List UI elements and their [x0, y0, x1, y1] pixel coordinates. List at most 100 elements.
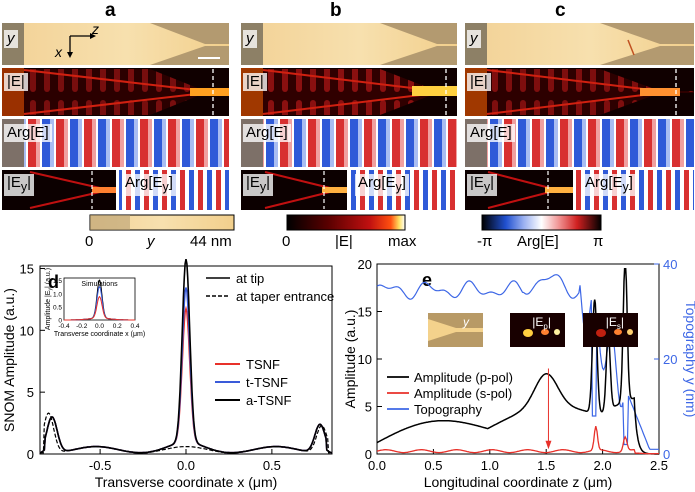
label-absEy-b: |Ey|: [243, 174, 274, 196]
x-tick-label-e: 1.5: [537, 458, 555, 473]
inset-y-tick-d: 1.5: [53, 278, 62, 285]
inset-series-d: [64, 295, 135, 321]
inset-x-tick-d: 0.4: [130, 323, 139, 330]
colorbar-phase: [481, 214, 602, 231]
panel-label-b: b: [330, 0, 342, 21]
label-absEy-a: |Ey|: [4, 174, 35, 196]
y-axis-title-d: SNOM Amplitude (a.u.): [1, 288, 17, 432]
series-line-topography: [376, 274, 659, 450]
y-tick-label-d: 10: [20, 323, 34, 338]
inset-label-e: |Es|: [606, 315, 624, 331]
legend-text-Amplitude (s-pol): Amplitude (s-pol): [414, 386, 512, 401]
x-tick-label-d: 0.0: [177, 458, 195, 473]
y2-tick-label-e: 0: [663, 447, 670, 462]
inset-x-tick-d: -0.2: [76, 323, 88, 330]
inset-spot-e: [596, 329, 606, 337]
x-tick-label-d: 0.5: [263, 458, 281, 473]
panel-label-a: a: [105, 0, 116, 21]
cb-phase-min: -π: [477, 233, 493, 250]
series-line-entrance: [40, 412, 332, 454]
cb-field-max: max: [388, 233, 417, 250]
inset-x-tick-d: 0.2: [113, 323, 122, 330]
y2-axis-title-e: Topography y (nm): [683, 301, 695, 418]
y-tick-label-e: 15: [358, 305, 372, 320]
cb-topo-min: 0: [85, 233, 94, 250]
x-tick-label-e: 1.0: [481, 458, 499, 473]
y-tick-label-e: 5: [365, 400, 372, 415]
inset-spot-e: [614, 329, 622, 335]
y-tick-label-e: 20: [358, 258, 372, 272]
inset-taper-e: [428, 319, 483, 341]
inset-ylabel-d: Amplitude |Ey| (a.u.): [45, 268, 54, 330]
column-b: [241, 23, 457, 210]
arrow-head-e: [545, 440, 552, 450]
legend-text-tip: at tip: [236, 271, 264, 286]
map-panels: [2, 23, 694, 231]
inset-y-tick-d: 0.5: [53, 304, 62, 311]
z-axis-letter: z: [92, 21, 99, 37]
cb-field-min: 0: [282, 233, 291, 250]
label-absEy-c: |Ey|: [467, 174, 498, 196]
label-topo-a: y: [4, 30, 18, 48]
y2-tick-label-e: 20: [663, 352, 677, 367]
inset-label-e: |Ep|: [532, 315, 551, 331]
label-argEy-b: Arg[Ey]: [355, 174, 409, 196]
cb-topo-mid: y: [147, 233, 155, 250]
x-tick-label-e: 0.5: [424, 458, 442, 473]
cb-phase-mid: Arg[E]: [517, 233, 559, 250]
y-tick-label-d: 0: [27, 447, 34, 462]
panel-label-c: c: [555, 0, 566, 21]
inset-xlabel-d: Transverse coordinate x (μm): [54, 331, 145, 338]
y-tick-label-d: 5: [27, 385, 34, 400]
inset-x-tick-d: -0.4: [58, 323, 70, 330]
x-axis-title-e: Longitudinal coordinate z (μm): [424, 474, 613, 490]
label-argE-b: Arg[E]: [243, 124, 291, 142]
label-topo-c: y: [467, 30, 481, 48]
label-argE-a: Arg[E]: [4, 124, 52, 142]
label-topo-b: y: [243, 30, 257, 48]
cb-phase-max: π: [593, 233, 604, 250]
legend-text-Amplitude (p-pol): Amplitude (p-pol): [414, 370, 513, 385]
label-argEy-a: Arg[Ey]: [122, 174, 176, 196]
legend-text-Topography: Topography: [414, 402, 482, 417]
x-tick-label-d: -0.5: [89, 458, 111, 473]
x-tick-label-e: 0.0: [368, 458, 386, 473]
coordinate-axes: [67, 33, 96, 58]
inset-y-tick-d: 1.0: [53, 291, 62, 298]
label-absE-a: |E|: [4, 73, 28, 91]
x-axis-title-d: Transverse coordinate x (μm): [95, 474, 278, 490]
chart-d: d -0.5 0.0 0.5 0 5 10 15 Transverse coordinate x…: [1, 259, 334, 490]
inset-x-tick-d: 0.0: [95, 323, 104, 330]
series-line-p-pol: [376, 268, 659, 455]
legend-text-t-TSNF: t-TSNF: [246, 375, 288, 390]
legend-text-entrance: at taper entrance: [236, 289, 334, 304]
x-tick-label-e: 2.5: [650, 458, 668, 473]
legend-text-TSNF: TSNF: [246, 357, 280, 372]
y-tick-label-d: 15: [20, 261, 34, 276]
label-absE-c: |E|: [467, 73, 491, 91]
y2-tick-label-e: 40: [663, 258, 677, 272]
y-tick-label-e: 10: [358, 352, 372, 367]
inset-spot-e: [541, 329, 549, 335]
cb-topo-max: 44 nm: [190, 233, 232, 250]
series-line-s-pol: [376, 425, 660, 455]
inset-title-d: Simulations: [81, 281, 118, 288]
x-axis-letter: x: [55, 44, 62, 60]
cb-field-mid: |E|: [335, 233, 353, 250]
inset-spot-e: [627, 329, 633, 335]
inset-frame-d: [63, 277, 136, 321]
inset-spot-e: [523, 329, 533, 337]
label-argE-c: Arg[E]: [467, 124, 515, 142]
column-c: [465, 23, 694, 210]
label-absE-b: |E|: [243, 73, 267, 91]
legend-text-a-TSNF: a-TSNF: [246, 393, 292, 408]
panel-label-e: e: [422, 270, 432, 290]
panel-label-d: d: [48, 272, 59, 292]
chart-e: e0.0 0.5 1.0 1.5 2.0 2.50510152002040Longitud…: [345, 258, 695, 490]
x-tick-label-e: 2.0: [594, 458, 612, 473]
label-argEy-c: Arg[Ey]: [582, 174, 636, 196]
inset-y-tick-d: 0: [58, 318, 62, 325]
y-tick-label-e: 0: [365, 447, 372, 462]
inset-spot-e: [554, 329, 560, 335]
y-axis-title-e: Amplitude (a.u.): [345, 310, 358, 409]
